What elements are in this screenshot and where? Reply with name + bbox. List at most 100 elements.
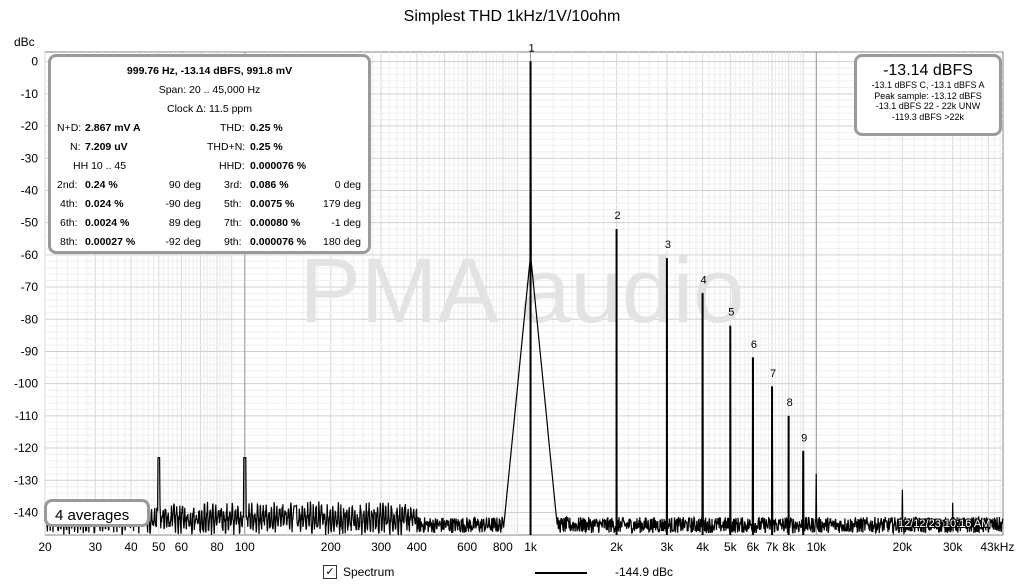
- hh-label: HH 10 .. 45: [73, 160, 127, 172]
- h9-label: 9th:: [224, 236, 242, 248]
- level-line-3: -13.1 dBFS 22 - 22k UNW: [875, 101, 981, 111]
- h9-value: 0.000076 %: [250, 236, 307, 248]
- info-header: 999.76 Hz, -13.14 dBFS, 991.8 mV: [126, 65, 293, 77]
- nd-value: 2.867 mV A: [85, 122, 141, 134]
- h2-phase: 90 deg: [168, 179, 201, 191]
- level-big: -13.14 dBFS: [883, 62, 973, 79]
- hhd-value: 0.000076 %: [250, 160, 307, 172]
- harmonic-label: 4: [701, 275, 707, 287]
- h5-label: 5th:: [224, 198, 242, 210]
- x-tick-label: 7k: [766, 540, 780, 554]
- thd-label: THD:: [220, 122, 245, 134]
- level-line-1: -13.1 dBFS C, -13.1 dBFS A: [871, 80, 985, 90]
- spectrum-checkbox[interactable]: ✓: [323, 565, 337, 579]
- x-tick-label: 30k: [943, 540, 963, 554]
- x-tick-label: 40: [124, 540, 138, 554]
- legend-label: Spectrum: [343, 565, 395, 579]
- info-clock: Clock Δ: 11.5 ppm: [166, 103, 253, 115]
- y-tick-label: -80: [21, 312, 39, 326]
- averages-badge: 4 averages: [44, 499, 150, 527]
- y-tick-label: -20: [21, 119, 39, 133]
- datestamp: 12/12/23 10:16 AM: [898, 518, 991, 530]
- harmonic-label: 9: [801, 432, 807, 444]
- h8-label: 8th:: [60, 236, 78, 248]
- info-span: Span: 20 .. 45,000 Hz: [158, 84, 261, 96]
- h6-label: 6th:: [60, 217, 78, 229]
- harmonic-label: 8: [787, 397, 793, 409]
- y-tick-label: -90: [21, 344, 39, 358]
- y-tick-label: -70: [21, 280, 39, 294]
- level-line-4: -119.3 dBFS >22k: [891, 111, 965, 122]
- h9-phase: 180 deg: [323, 236, 361, 248]
- x-tick-label: 30: [89, 540, 103, 554]
- y-axis-unit: dBc: [14, 35, 35, 49]
- level-panel: -13.14 dBFS -13.1 dBFS C, -13.1 dBFS A P…: [854, 54, 1002, 136]
- measurement-info-panel: 999.76 Hz, -13.14 dBFS, 991.8 mV Span: 2…: [48, 54, 371, 254]
- x-tick-label: 6k: [747, 540, 761, 554]
- n-value: 7.209 uV: [85, 141, 128, 153]
- y-tick-label: -60: [21, 248, 39, 262]
- x-tick-label: 80: [210, 540, 224, 554]
- level-line-2: Peak sample: -13.12 dBFS: [874, 90, 982, 101]
- h8-value: 0.00027 %: [85, 236, 136, 248]
- y-tick-label: 0: [31, 55, 38, 69]
- legend-value: -144.9 dBc: [615, 565, 674, 579]
- spectrum-trace: [44, 61, 1004, 536]
- x-tick-label: 300: [371, 540, 391, 554]
- h6-value: 0.0024 %: [85, 217, 130, 229]
- x-tick-label: 400: [407, 540, 427, 554]
- x-tick-label: 10k: [807, 540, 827, 554]
- x-tick-label: 20k: [893, 540, 913, 554]
- x-tick-label: 8k: [782, 540, 796, 554]
- x-tick-label: 60: [175, 540, 189, 554]
- x-tick-label: 100: [235, 540, 255, 554]
- harmonic-label: 2: [615, 210, 621, 222]
- y-tick-label: -110: [15, 409, 38, 423]
- x-tick-label: 5k: [724, 540, 738, 554]
- hhd-label: HHD:: [219, 160, 245, 172]
- h4-value: 0.024 %: [85, 198, 124, 210]
- x-tick-label: 43kHz: [980, 540, 1014, 554]
- h6-phase: 89 deg: [168, 217, 201, 229]
- x-tick-label: 200: [321, 540, 341, 554]
- nd-label: N+D:: [57, 122, 82, 134]
- y-tick-label: -130: [14, 473, 38, 487]
- h3-value: 0.086 %: [250, 179, 289, 191]
- h5-value: 0.0075 %: [250, 198, 295, 210]
- y-tick-label: -120: [14, 441, 38, 455]
- y-tick-label: -50: [21, 216, 39, 230]
- x-tick-label: 600: [457, 540, 477, 554]
- n-label: N:: [70, 141, 81, 153]
- x-tick-label: 1k: [524, 540, 538, 554]
- h4-phase: -90 deg: [165, 198, 201, 210]
- harmonic-label: 3: [665, 239, 671, 251]
- y-tick-label: -40: [21, 183, 39, 197]
- x-tick-label: 50: [152, 540, 166, 554]
- h3-phase: 0 deg: [334, 179, 361, 191]
- thd-value: 0.25 %: [250, 122, 283, 134]
- thdn-value: 0.25 %: [250, 141, 283, 153]
- x-tick-label: 2k: [610, 540, 624, 554]
- h7-value: 0.00080 %: [250, 217, 301, 229]
- legend-line-swatch: [535, 572, 587, 574]
- h4-label: 4th:: [60, 198, 78, 210]
- harmonic-label: 7: [770, 368, 776, 380]
- h2-label: 2nd:: [57, 179, 78, 191]
- h7-phase: -1 deg: [331, 217, 361, 229]
- y-tick-label: -140: [14, 505, 38, 519]
- chart-title: Simplest THD 1kHz/1V/10ohm: [403, 8, 621, 25]
- x-tick-label: 800: [493, 540, 513, 554]
- harmonic-label: 5: [728, 307, 734, 319]
- harmonic-label: 6: [751, 339, 757, 351]
- h3-label: 3rd:: [224, 179, 243, 191]
- x-tick-label: 3k: [661, 540, 675, 554]
- y-tick-label: -30: [21, 151, 39, 165]
- x-tick-label: 4k: [696, 540, 710, 554]
- x-tick-label: 20: [38, 540, 52, 554]
- harmonic-label: 1: [528, 43, 534, 55]
- h7-label: 7th:: [224, 217, 242, 229]
- y-tick-label: -10: [21, 87, 39, 101]
- watermark: PMA audio: [300, 240, 745, 342]
- h5-phase: 179 deg: [323, 198, 361, 210]
- y-tick-label: -100: [14, 377, 38, 391]
